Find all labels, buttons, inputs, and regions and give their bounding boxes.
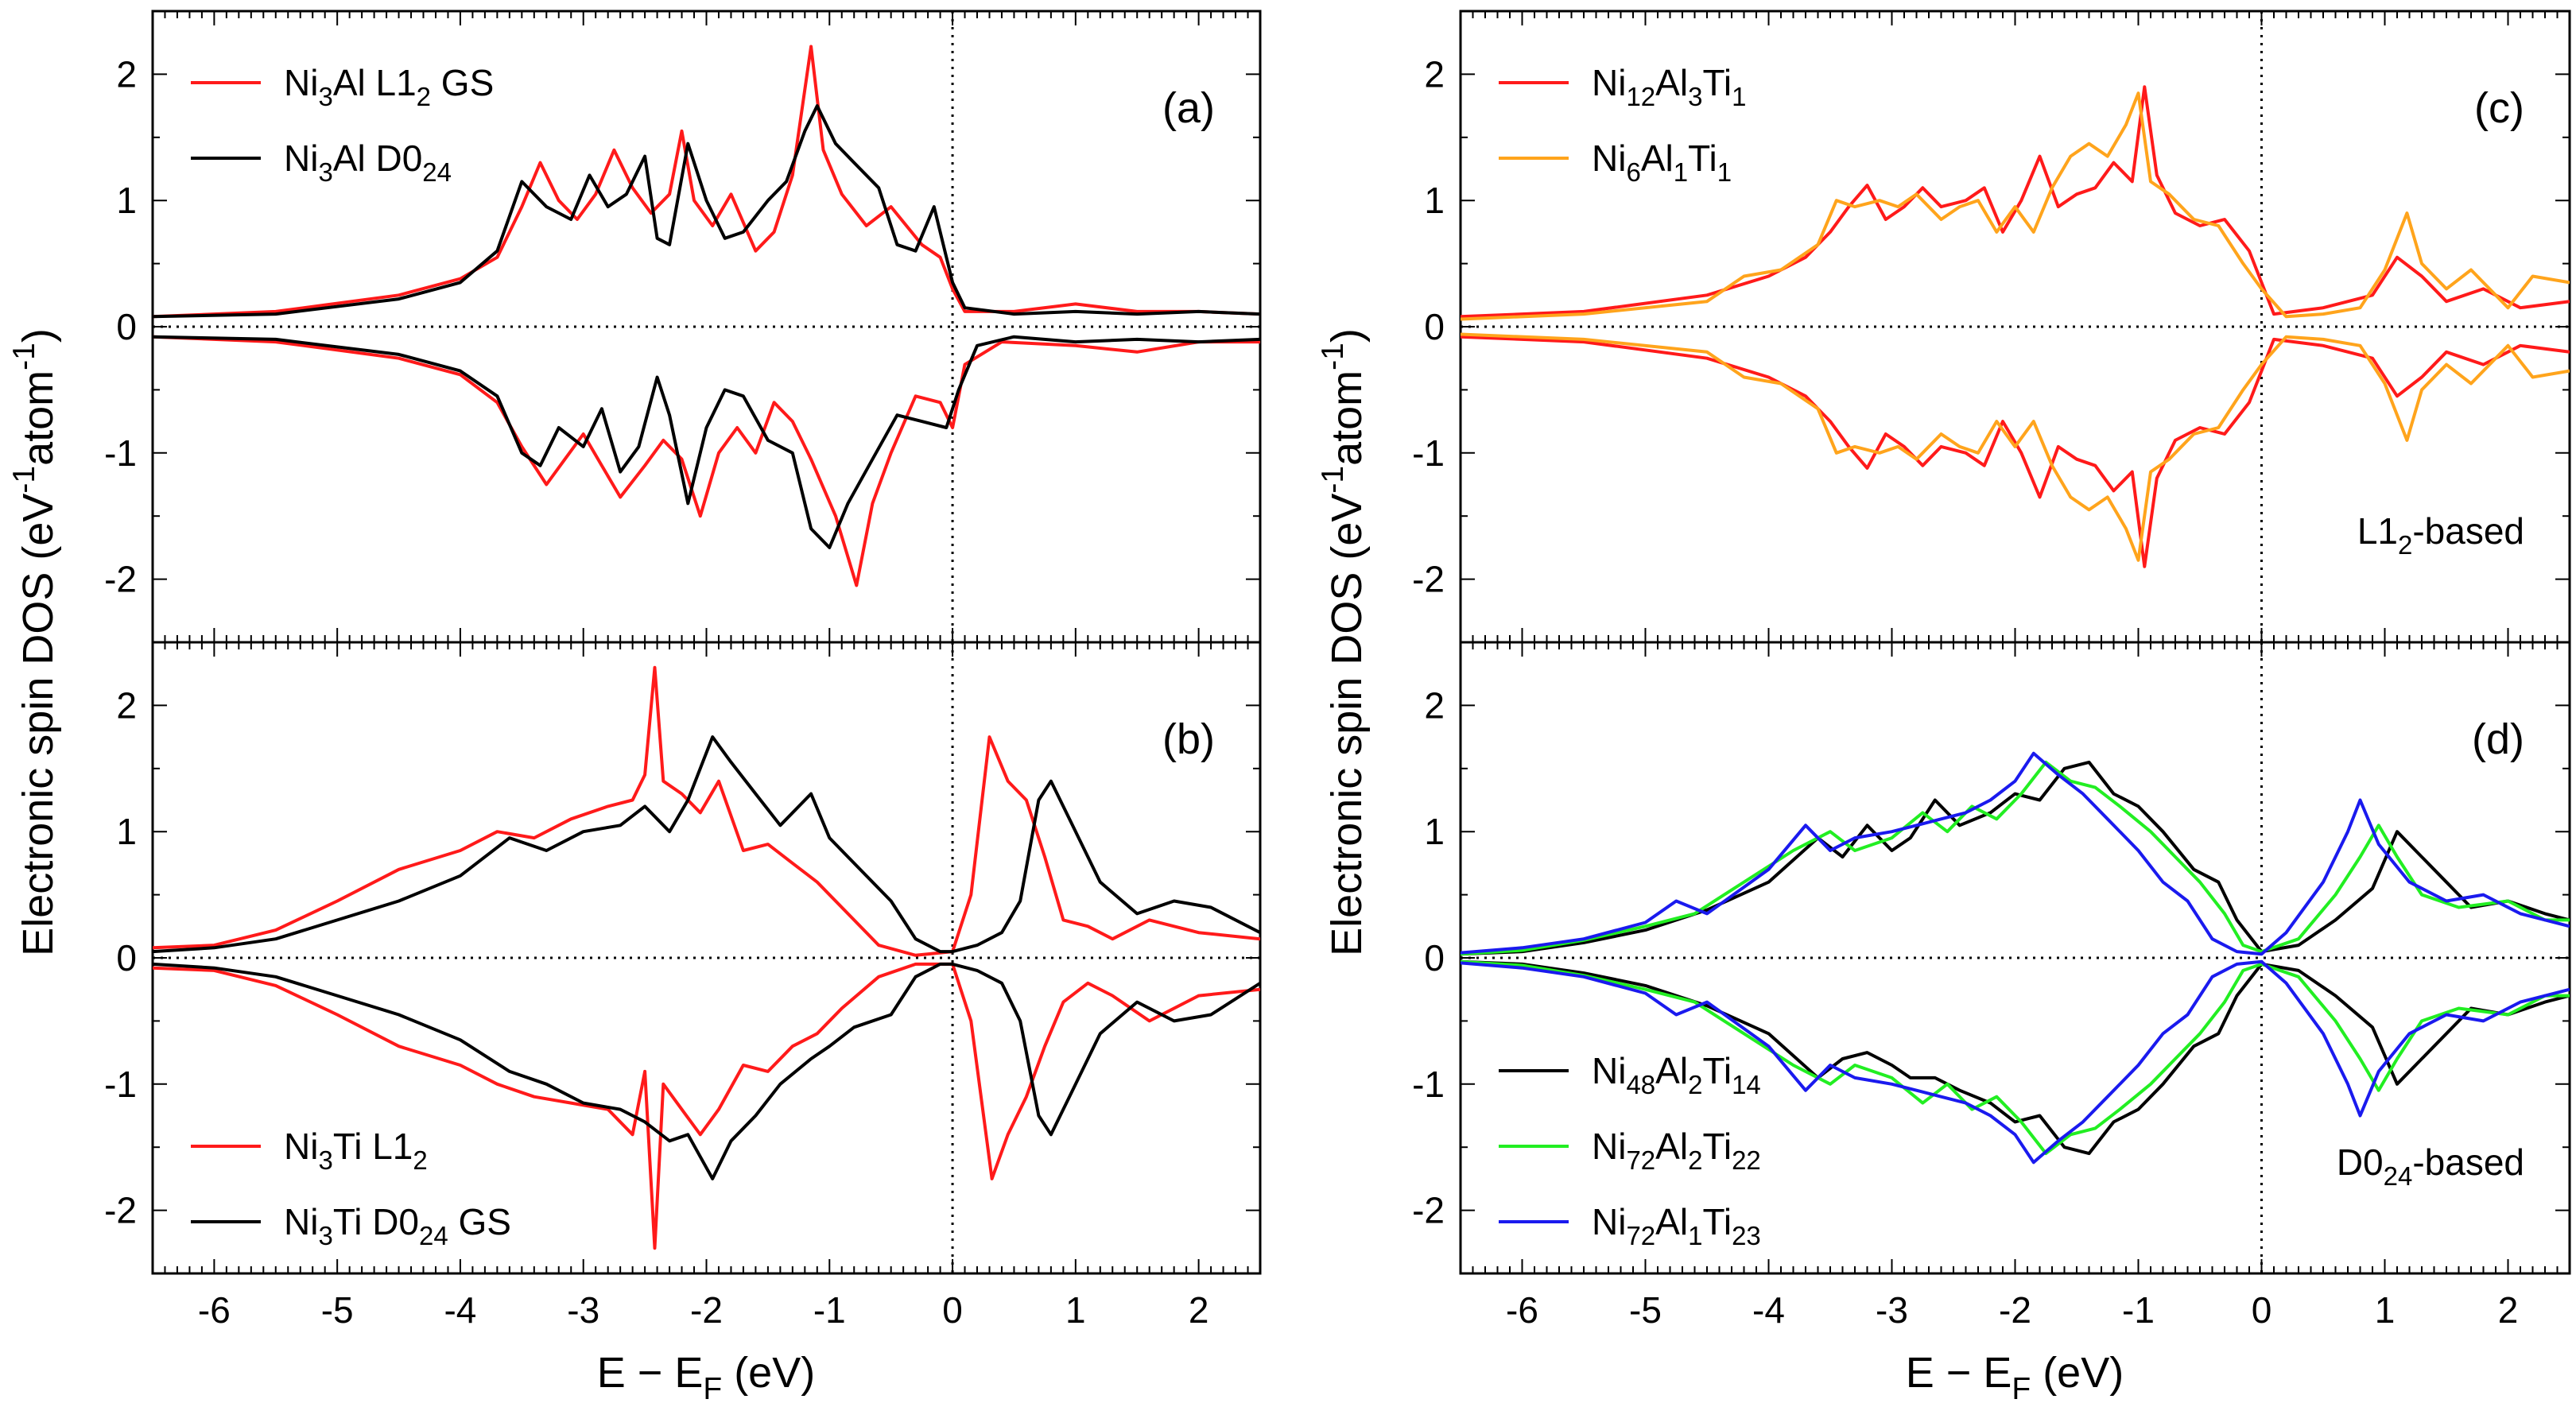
y-tick-label: 1 (1424, 811, 1445, 852)
panel-note: D024-based (2337, 1141, 2524, 1191)
y-tick-label: 1 (1424, 180, 1445, 221)
x-axis-title: E − EF (eV) (1906, 1349, 2124, 1403)
series-line-spin-up (153, 735, 1260, 954)
y-tick-label: -1 (1412, 432, 1445, 474)
series-line-spin-down (1461, 959, 2570, 1165)
series-line-spin-up (1461, 91, 2570, 321)
legend-label: Ni12Al3Ti1 (1592, 62, 1746, 111)
panel-a: -2 -1 0 1 2 (a) Ni3Al L12 GS Ni3Al D024 (104, 10, 1262, 644)
x-axis-title: E − EF (eV) (597, 1349, 815, 1403)
x-tick-label: 1 (2375, 1289, 2396, 1331)
series-line-spin-down (153, 335, 1260, 549)
y-tick-label: -2 (104, 1190, 137, 1231)
y-tick-label: 0 (1424, 306, 1445, 347)
x-tick-label: -6 (1506, 1289, 1538, 1331)
x-tick-label: 1 (1065, 1289, 1086, 1331)
y-tick-label: -1 (104, 1064, 137, 1105)
x-tick-label: 0 (942, 1289, 963, 1331)
x-tick-label: -1 (2122, 1289, 2155, 1331)
x-tick-label: -3 (567, 1289, 599, 1331)
x-tick-label: -4 (1752, 1289, 1785, 1331)
series-line-spin-down (1461, 959, 2570, 1156)
series-line-spin-down (1461, 959, 2570, 1156)
panel-label: (c) (2474, 84, 2524, 132)
legend-label: Ni48Al2Ti14 (1592, 1050, 1761, 1099)
legend-label: Ni3Ti L12 (284, 1126, 428, 1175)
y-tick-label: 2 (1424, 684, 1445, 726)
panel-c: -2 -1 0 1 2 (c) L12-based Ni12Al3Ti1 Ni6Al1Ti1 (1412, 10, 2571, 644)
panel-b: -2 -1 0 1 2 -6 -5 -4 -3 -2 -1 0 1 2 (b) Ni3Ti L12 Ni3Ti … (104, 641, 1262, 1331)
legend-label: Ni3Al L12 GS (284, 62, 494, 111)
y-tick-label: -2 (104, 559, 137, 600)
x-tick-label: 2 (1189, 1289, 1209, 1331)
panel-label: (a) (1162, 84, 1215, 132)
series-line-spin-up (153, 104, 1260, 319)
x-tick-label: -6 (198, 1289, 231, 1331)
series-group (1461, 85, 2570, 568)
x-tick-label: -1 (813, 1289, 846, 1331)
x-tick-label: 0 (2252, 1289, 2272, 1331)
legend-label: Ni3Al D024 (284, 138, 452, 187)
series-group (1461, 751, 2570, 1165)
series-line-spin-down (153, 335, 1260, 587)
y-axis-title: Electronic spin DOS (eV-1atom-1) (7, 328, 62, 956)
series-line-spin-up (1461, 751, 2570, 956)
panel-label: (b) (1162, 715, 1215, 763)
y-tick-label: -2 (1412, 1190, 1445, 1231)
x-tick-label: -4 (444, 1289, 476, 1331)
series-line-spin-down (153, 962, 1260, 1180)
x-tick-label: -2 (1999, 1289, 2031, 1331)
series-line-spin-down (1461, 332, 2570, 562)
series-group (153, 45, 1260, 587)
x-tick-label: -2 (690, 1289, 723, 1331)
y-tick-label: 2 (1424, 53, 1445, 95)
y-tick-label: 2 (116, 684, 137, 726)
legend-label: Ni72Al1Ti23 (1592, 1201, 1761, 1250)
y-axis-title: Electronic spin DOS (eV-1atom-1) (1316, 328, 1371, 956)
panel-d: -2 -1 0 1 2 -6 -5 -4 -3 -2 -1 0 1 2 (d) D024-based Ni48A… (1412, 641, 2571, 1331)
series-line-spin-up (1461, 85, 2570, 319)
panel-label: (d) (2472, 715, 2524, 763)
x-tick-label: -5 (321, 1289, 354, 1331)
y-tick-label: 0 (116, 306, 137, 347)
y-tick-label: -2 (1412, 559, 1445, 600)
series-line-spin-up (1461, 760, 2570, 956)
series-line-spin-up (1461, 760, 2570, 956)
y-tick-label: 2 (116, 53, 137, 95)
legend-label: Ni72Al2Ti22 (1592, 1126, 1761, 1175)
series-line-spin-up (153, 45, 1260, 319)
x-tick-label: -5 (1629, 1289, 1662, 1331)
y-tick-label: 1 (116, 180, 137, 221)
y-tick-label: -1 (1412, 1064, 1445, 1105)
plot-frame (151, 641, 1262, 1275)
y-tick-label: 0 (1424, 937, 1445, 979)
panel-note: L12-based (2357, 510, 2524, 560)
y-tick-label: -1 (104, 432, 137, 474)
series-line-spin-up (153, 665, 1260, 957)
y-tick-label: 1 (116, 811, 137, 852)
legend-label: Ni3Ti D024 GS (284, 1201, 511, 1250)
series-line-spin-down (153, 962, 1260, 1250)
series-group (153, 665, 1260, 1250)
x-tick-label: -3 (1876, 1289, 1908, 1331)
y-tick-label: 0 (116, 937, 137, 979)
legend-label: Ni6Al1Ti1 (1592, 138, 1732, 187)
series-line-spin-down (1461, 335, 2570, 568)
x-tick-label: 2 (2498, 1289, 2519, 1331)
